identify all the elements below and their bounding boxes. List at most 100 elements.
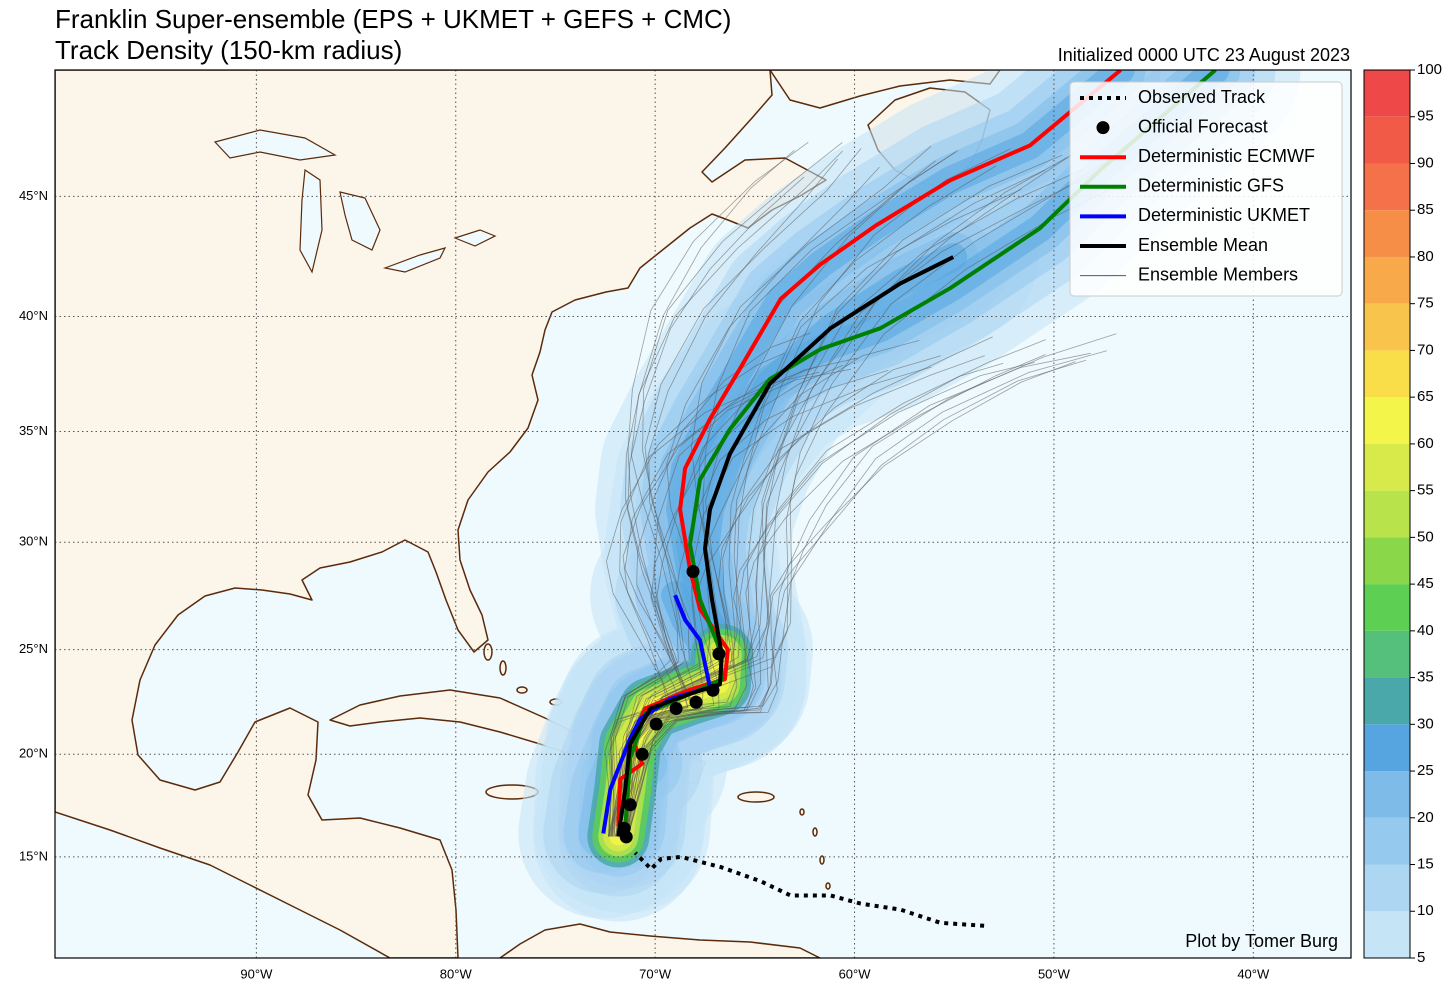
colorbar-band	[1364, 537, 1410, 585]
ensemble-member	[608, 150, 844, 837]
ensemble-member	[612, 141, 809, 837]
colorbar-band	[1364, 630, 1410, 678]
colorbar-label: 80	[1417, 248, 1434, 265]
ensemble-member	[626, 355, 985, 837]
colorbar-frame	[1363, 69, 1411, 959]
axis-labels: 90°W 80°W 70°W 60°W 50°W 40°W 15°N 20°N 25°N 30°N…	[19, 188, 1270, 982]
colorbar-label: 55	[1417, 482, 1434, 499]
colorbar-label: 35	[1417, 669, 1434, 686]
ensemble-member	[623, 332, 811, 837]
ensemble-member	[615, 149, 795, 837]
track-line	[601, 594, 712, 834]
legend-label: Ensemble Members	[1138, 264, 1298, 284]
lat-tick-label: 15°N	[19, 848, 48, 863]
subtitle: Track Density (150-km radius)	[55, 35, 402, 65]
init-time: Initialized 0000 UTC 23 August 2023	[1058, 45, 1350, 65]
colorbar-band	[1364, 724, 1410, 772]
forecast-point	[686, 565, 700, 579]
forecast-point	[712, 647, 726, 661]
legend-label: Ensemble Mean	[1138, 235, 1268, 255]
colorbar-label: 65	[1417, 388, 1434, 405]
ensemble-member	[608, 371, 820, 837]
colorbar-band	[1364, 116, 1410, 164]
colorbar-label: 95	[1417, 108, 1434, 125]
legend-label: Deterministic UKMET	[1138, 205, 1310, 225]
forecast-point	[689, 695, 703, 709]
forecast-point	[617, 821, 631, 835]
lat-tick-label: 35°N	[19, 423, 48, 438]
colorbar-label: 90	[1417, 154, 1434, 171]
lon-tick-label: 50°W	[1038, 966, 1071, 981]
legend-box	[1069, 81, 1343, 297]
lat-tick-label: 45°N	[19, 188, 48, 203]
legend-label: Deterministic ECMWF	[1138, 146, 1315, 166]
colorbar-band	[1364, 163, 1410, 211]
lake-michigan	[299, 168, 323, 274]
colorbar-label: 100	[1417, 61, 1442, 78]
colorbar-label: 20	[1417, 809, 1434, 826]
ensemble-member	[604, 352, 785, 837]
colorbar-label: 5	[1417, 949, 1425, 966]
colorbar-label: 45	[1417, 575, 1434, 592]
lake-ontario	[453, 229, 497, 247]
small-islands	[483, 643, 831, 890]
puerto-rico	[737, 791, 775, 803]
colorbar-label: 75	[1417, 295, 1434, 312]
legend: Observed Track Official Forecast Determini…	[1069, 81, 1343, 297]
colorbar-label: 15	[1417, 855, 1434, 872]
colorbar-label: 70	[1417, 341, 1434, 358]
colorbar-label: 50	[1417, 528, 1434, 545]
legend-label: Deterministic GFS	[1138, 176, 1284, 196]
lat-tick-label: 20°N	[19, 746, 48, 761]
credit: Plot by Tomer Burg	[1185, 931, 1338, 951]
colorbar-band	[1364, 303, 1410, 351]
colorbar-band	[1364, 490, 1410, 538]
lon-tick-label: 70°W	[639, 966, 672, 981]
colorbar-band	[1364, 817, 1410, 865]
ensemble-member	[611, 176, 805, 837]
tracks	[601, 70, 1217, 928]
forecast-point	[635, 747, 649, 761]
map-frame	[54, 69, 1352, 959]
title: Franklin Super-ensemble (EPS + UKMET + G…	[55, 4, 731, 34]
forecast-point	[623, 798, 637, 812]
colorbar-band	[1364, 210, 1410, 257]
lon-tick-label: 80°W	[440, 966, 473, 981]
lon-tick-label: 60°W	[839, 966, 872, 981]
lat-tick-label: 40°N	[19, 308, 48, 323]
colorbar-band	[1364, 864, 1410, 912]
colorbar-band	[1364, 911, 1410, 958]
colorbar-label: 85	[1417, 201, 1434, 218]
colorbar-label: 25	[1417, 762, 1434, 779]
colorbar-band	[1364, 350, 1410, 398]
track-line	[616, 255, 955, 837]
colorbar-label: 60	[1417, 435, 1434, 452]
colorbar: 5 10 15 20 25 30 35 40 45 50 55 60 65 70 75 80 85 90 95 100	[1363, 61, 1442, 966]
colorbar-band	[1364, 443, 1410, 491]
lake-huron	[339, 191, 381, 251]
forecast-point	[706, 683, 720, 697]
lon-tick-label: 40°W	[1237, 966, 1270, 981]
lat-tick-label: 30°N	[19, 534, 48, 549]
ensemble-member	[626, 352, 1091, 837]
colorbar-band	[1364, 771, 1410, 818]
south-america	[499, 923, 821, 958]
lake-superior	[213, 129, 337, 161]
legend-label: Observed Track	[1138, 87, 1266, 107]
lake-erie	[382, 247, 447, 273]
observed-track	[633, 851, 985, 928]
lat-tick-label: 25°N	[19, 641, 48, 656]
colorbar-band	[1364, 70, 1410, 117]
ensemble-member	[616, 169, 1046, 837]
colorbar-label: 30	[1417, 715, 1434, 732]
colorbar-label: 10	[1417, 902, 1434, 919]
lon-tick-label: 90°W	[240, 966, 273, 981]
forecast-point	[669, 702, 683, 716]
colorbar-band	[1364, 397, 1410, 444]
ensemble-member	[626, 158, 838, 837]
colorbar-band	[1364, 584, 1410, 631]
legend-swatch	[1096, 121, 1110, 135]
forecast-point	[649, 717, 663, 731]
